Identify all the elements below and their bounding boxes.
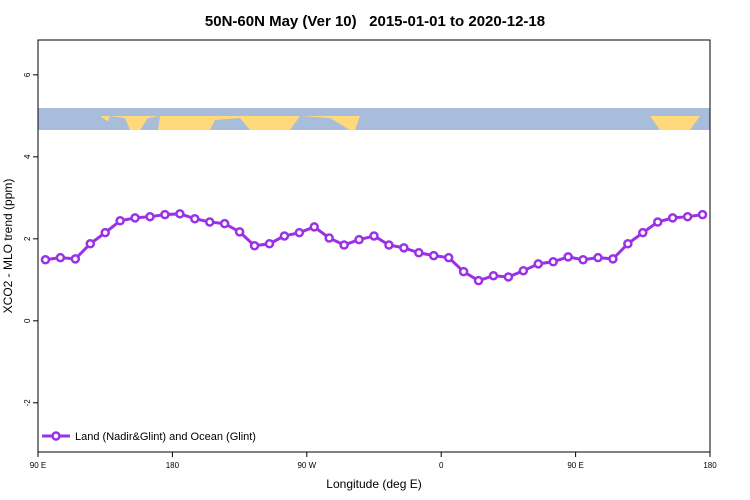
data-point bbox=[115, 216, 125, 226]
data-point bbox=[384, 240, 394, 250]
data-point bbox=[399, 243, 409, 253]
data-point bbox=[593, 252, 603, 263]
map-ocean bbox=[38, 108, 710, 116]
map-ocean bbox=[38, 116, 710, 130]
x-tick-label: 180 bbox=[703, 461, 717, 470]
data-point bbox=[533, 259, 544, 269]
legend-marker bbox=[51, 431, 61, 441]
data-point bbox=[414, 248, 424, 258]
y-axis-label: XCO2 - MLO trend (ppm) bbox=[1, 179, 15, 314]
data-point bbox=[294, 227, 305, 238]
data-point bbox=[130, 213, 140, 223]
x-tick-label: 90 E bbox=[567, 461, 583, 470]
data-point bbox=[234, 227, 245, 237]
data-point bbox=[85, 238, 96, 249]
data-point bbox=[204, 217, 215, 227]
data-point bbox=[518, 266, 529, 276]
data-point bbox=[264, 238, 275, 249]
data-point bbox=[339, 240, 349, 250]
data-point bbox=[100, 227, 110, 238]
legend: Land (Nadir&Glint) and Ocean (Glint) bbox=[42, 431, 256, 443]
data-point bbox=[249, 241, 260, 251]
x-axis-label: Longitude (deg E) bbox=[326, 477, 421, 491]
data-point bbox=[608, 254, 618, 264]
series-line bbox=[45, 212, 703, 283]
data-point bbox=[428, 250, 439, 261]
data-point bbox=[548, 257, 558, 267]
x-tick-label: 0 bbox=[439, 461, 444, 470]
data-point bbox=[40, 254, 51, 265]
data-point bbox=[682, 211, 693, 222]
data-point bbox=[503, 272, 514, 282]
x-tick-label: 90 E bbox=[30, 461, 46, 470]
data-point bbox=[638, 227, 648, 238]
data-point bbox=[219, 218, 230, 229]
data-point bbox=[578, 254, 588, 265]
y-tick-label: 0 bbox=[23, 318, 32, 323]
plot-frame bbox=[37, 39, 711, 453]
y-tick-label: 4 bbox=[23, 154, 32, 159]
data-point bbox=[55, 252, 66, 263]
y-tick-label: 6 bbox=[23, 72, 32, 77]
data-point bbox=[563, 252, 573, 262]
y-tick-label: 2 bbox=[23, 236, 32, 241]
chart-title: 50N-60N May (Ver 10) 2015-01-01 to 2020-… bbox=[205, 13, 545, 30]
data-point bbox=[190, 213, 200, 224]
x-tick-label: 90 W bbox=[297, 461, 316, 470]
data-point bbox=[369, 231, 379, 241]
data-point bbox=[309, 222, 320, 232]
legend-label: Land (Nadir&Glint) and Ocean (Glint) bbox=[75, 431, 256, 443]
data-point bbox=[160, 209, 170, 220]
y-tick-label: -2 bbox=[23, 399, 32, 407]
data-point bbox=[175, 209, 185, 219]
data-point bbox=[623, 238, 633, 249]
data-point bbox=[279, 231, 290, 241]
data-point bbox=[488, 270, 499, 281]
map-ocean bbox=[105, 116, 350, 130]
data-point bbox=[697, 209, 708, 220]
x-tick-label: 180 bbox=[166, 461, 180, 470]
data-point bbox=[443, 252, 454, 263]
data-point bbox=[145, 211, 155, 222]
data-point bbox=[667, 213, 678, 223]
data-point bbox=[70, 254, 81, 264]
data-point bbox=[354, 234, 364, 245]
data-point bbox=[473, 275, 484, 286]
data-point bbox=[652, 217, 663, 227]
data-point bbox=[324, 233, 334, 243]
data-point bbox=[458, 266, 469, 277]
map-strip bbox=[38, 108, 710, 130]
